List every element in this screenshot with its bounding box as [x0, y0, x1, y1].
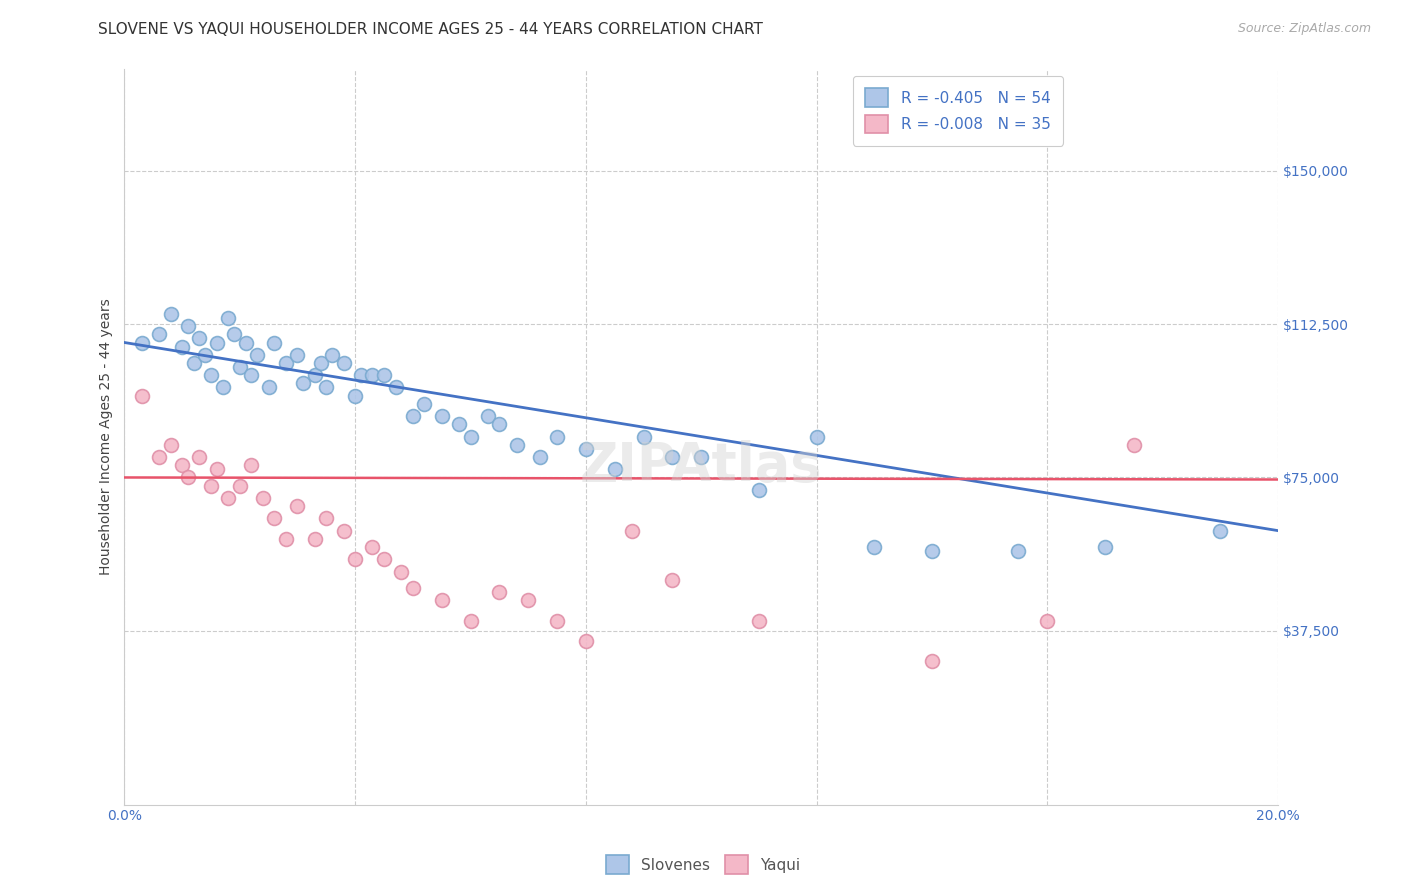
Legend: R = -0.405   N = 54, R = -0.008   N = 35: R = -0.405 N = 54, R = -0.008 N = 35: [853, 76, 1063, 145]
Point: [211, 380, 233, 394]
Text: Source: ZipAtlas.com: Source: ZipAtlas.com: [1237, 22, 1371, 36]
Point: [229, 359, 252, 374]
Point: [304, 368, 326, 383]
Point: [430, 409, 453, 424]
Point: [1094, 540, 1116, 554]
Point: [575, 442, 598, 456]
Point: [863, 540, 886, 554]
Point: [505, 438, 527, 452]
Point: [384, 380, 406, 394]
Point: [205, 462, 228, 476]
Point: [287, 348, 309, 362]
Point: [263, 335, 285, 350]
Point: [252, 491, 274, 505]
Point: [257, 380, 280, 394]
Point: [690, 450, 713, 464]
Text: ZIPAtlas: ZIPAtlas: [579, 440, 823, 492]
Point: [361, 368, 384, 383]
Point: [921, 544, 943, 558]
Point: [159, 307, 181, 321]
Point: [1209, 524, 1232, 538]
Point: [217, 491, 239, 505]
Point: [304, 532, 326, 546]
Point: [373, 368, 395, 383]
Point: [148, 450, 170, 464]
Point: [389, 565, 412, 579]
Point: [529, 450, 551, 464]
Point: [603, 462, 626, 476]
Point: [1036, 614, 1059, 628]
Point: [177, 319, 200, 334]
Point: [131, 335, 153, 350]
Point: [188, 450, 211, 464]
Point: [1122, 438, 1144, 452]
Point: [546, 614, 568, 628]
Point: [321, 348, 343, 362]
Point: [402, 581, 425, 595]
Point: [806, 429, 828, 443]
Point: [217, 310, 239, 325]
Point: [430, 593, 453, 607]
Point: [402, 409, 425, 424]
Point: [748, 483, 770, 497]
Point: [460, 429, 482, 443]
Point: [263, 511, 285, 525]
Point: [235, 335, 257, 350]
Point: [200, 478, 222, 492]
Point: [240, 458, 263, 473]
Point: [621, 524, 644, 538]
Point: [274, 356, 297, 370]
Point: [200, 368, 222, 383]
Point: [292, 376, 315, 391]
Point: [172, 340, 194, 354]
Point: [159, 438, 181, 452]
Text: SLOVENE VS YAQUI HOUSEHOLDER INCOME AGES 25 - 44 YEARS CORRELATION CHART: SLOVENE VS YAQUI HOUSEHOLDER INCOME AGES…: [98, 22, 763, 37]
Point: [661, 573, 683, 587]
Point: [183, 356, 205, 370]
Point: [575, 634, 598, 648]
Point: [921, 655, 943, 669]
Point: [309, 356, 332, 370]
Point: [517, 593, 540, 607]
Point: [361, 540, 384, 554]
Point: [488, 585, 510, 599]
Point: [477, 409, 499, 424]
Y-axis label: Householder Income Ages 25 - 44 years: Householder Income Ages 25 - 44 years: [100, 298, 114, 575]
Point: [344, 389, 367, 403]
Point: [194, 348, 217, 362]
Point: [229, 478, 252, 492]
Point: [188, 331, 211, 345]
Point: [274, 532, 297, 546]
Point: [240, 368, 263, 383]
Point: [222, 327, 245, 342]
Point: [633, 429, 655, 443]
Point: [332, 524, 354, 538]
Point: [546, 429, 568, 443]
Point: [332, 356, 354, 370]
Point: [488, 417, 510, 432]
Point: [460, 614, 482, 628]
Point: [373, 552, 395, 566]
Point: [246, 348, 269, 362]
Point: [131, 389, 153, 403]
Point: [344, 552, 367, 566]
Point: [148, 327, 170, 342]
Point: [748, 614, 770, 628]
Point: [413, 397, 436, 411]
Point: [177, 470, 200, 484]
Point: [661, 450, 683, 464]
Point: [1007, 544, 1029, 558]
Point: [315, 511, 337, 525]
Point: [447, 417, 470, 432]
Legend: Slovenes, Yaqui: Slovenes, Yaqui: [599, 849, 807, 880]
Point: [287, 499, 309, 513]
Point: [205, 335, 228, 350]
Point: [350, 368, 373, 383]
Point: [172, 458, 194, 473]
Point: [315, 380, 337, 394]
